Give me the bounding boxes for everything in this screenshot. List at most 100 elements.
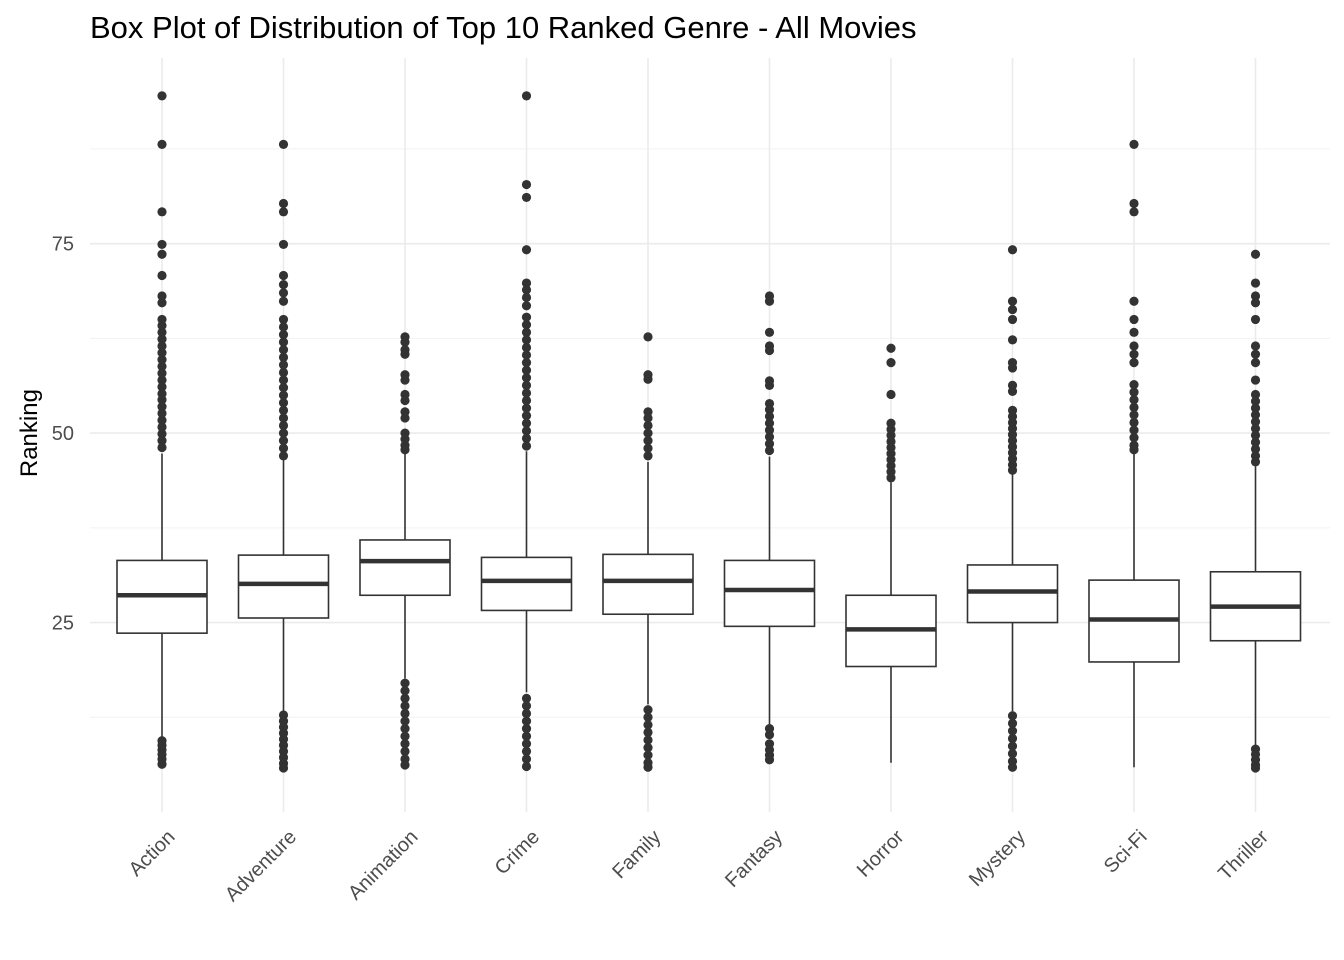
- outlier-point: [278, 337, 289, 347]
- outlier-point: [157, 375, 167, 385]
- box-iqr: [602, 553, 694, 616]
- outlier-point: [886, 343, 896, 353]
- outlier-point: [1007, 245, 1018, 255]
- outlier-point: [1007, 314, 1018, 325]
- outlier-point: [521, 285, 532, 295]
- x-tick-label: Thriller: [1214, 826, 1273, 885]
- outlier-point: [278, 239, 289, 250]
- box-animation: [359, 332, 451, 770]
- outlier-point: [643, 750, 653, 760]
- outlier-point: [278, 443, 289, 453]
- outlier-point: [764, 418, 775, 428]
- outlier-point: [886, 473, 896, 483]
- outlier-point: [157, 298, 167, 308]
- outlier-point: [1007, 386, 1018, 397]
- outlier-point: [521, 335, 532, 345]
- outlier-point: [1250, 278, 1261, 288]
- outlier-point: [643, 451, 653, 461]
- outlier-point: [764, 405, 775, 415]
- box-mystery: [966, 245, 1059, 772]
- outlier-point: [157, 270, 167, 281]
- y-tick-label: 50: [52, 423, 74, 445]
- outlier-point: [157, 401, 167, 412]
- outlier-point: [157, 442, 167, 453]
- x-axis-ticks: Action Adventure Animation Crime Family Fanta…: [125, 826, 1274, 906]
- outlier-point: [157, 361, 167, 372]
- x-tick-label: Animation: [344, 826, 422, 904]
- outlier-point: [1250, 396, 1261, 406]
- x-tick-label: Sci-Fi: [1100, 826, 1152, 878]
- outlier-point: [521, 350, 532, 360]
- outlier-point: [278, 345, 289, 355]
- outlier-point: [1129, 314, 1139, 325]
- outlier-point: [157, 415, 167, 425]
- outlier-point: [521, 358, 532, 368]
- outlier-point: [521, 441, 532, 451]
- outlier-point: [1250, 423, 1261, 434]
- outlier-point: [1007, 465, 1018, 475]
- outlier-point: [521, 192, 532, 203]
- outlier-point: [643, 428, 653, 438]
- outlier-point: [1250, 403, 1261, 413]
- outlier-point: [400, 678, 410, 688]
- outlier-point: [521, 418, 532, 428]
- outlier-point: [1007, 726, 1018, 736]
- outlier-point: [1250, 430, 1261, 440]
- outlier-point: [886, 358, 896, 368]
- outlier-point: [521, 292, 532, 303]
- outlier-point: [643, 436, 653, 446]
- outlier-point: [521, 724, 532, 734]
- box-fantasy: [723, 291, 816, 765]
- outlier-point: [400, 724, 410, 734]
- outlier-point: [400, 701, 410, 711]
- outlier-point: [764, 755, 775, 765]
- outlier-point: [643, 712, 653, 722]
- outlier-point: [521, 701, 532, 711]
- outlier-point: [521, 395, 532, 406]
- outlier-point: [157, 382, 167, 392]
- box-iqr: [966, 564, 1059, 624]
- outlier-point: [1250, 349, 1261, 359]
- outlier-point: [1250, 298, 1261, 308]
- outlier-point: [521, 731, 532, 741]
- outlier-point: [400, 337, 410, 347]
- outlier-point: [643, 727, 653, 738]
- outlier-point: [157, 327, 167, 337]
- outlier-point: [157, 139, 167, 149]
- outlier-point: [764, 445, 775, 456]
- outlier-point: [1250, 249, 1261, 259]
- outlier-point: [278, 207, 289, 217]
- outlier-point: [521, 179, 532, 190]
- outlier-point: [764, 296, 775, 306]
- outlier-point: [643, 720, 653, 730]
- outlier-point: [1129, 425, 1139, 435]
- outlier-point: [1007, 741, 1018, 751]
- outlier-point: [521, 693, 532, 703]
- outlier-point: [1250, 341, 1261, 351]
- gridlines: [90, 58, 1330, 812]
- outlier-point: [1129, 358, 1139, 368]
- outlier-point: [1129, 402, 1139, 412]
- outlier-point: [157, 368, 167, 378]
- outlier-point: [521, 746, 532, 756]
- outlier-point: [764, 345, 775, 356]
- outlier-point: [1250, 457, 1261, 467]
- outlier-point: [1129, 327, 1139, 337]
- outlier-point: [157, 429, 167, 439]
- outlier-point: [886, 389, 896, 400]
- outlier-point: [1250, 389, 1261, 400]
- outlier-point: [521, 320, 532, 330]
- outlier-point: [1250, 375, 1261, 385]
- outlier-point: [157, 341, 167, 351]
- outlier-point: [278, 198, 289, 209]
- outlier-point: [643, 420, 653, 431]
- outlier-point: [1250, 291, 1261, 301]
- outlier-point: [400, 395, 410, 406]
- outlier-point: [521, 312, 532, 322]
- outlier-point: [157, 395, 167, 405]
- outlier-point: [521, 301, 532, 311]
- outlier-point: [643, 705, 653, 715]
- chart-title: Box Plot of Distribution of Top 10 Ranke…: [90, 10, 917, 45]
- outlier-point: [1129, 380, 1139, 390]
- outlier-point: [1129, 341, 1139, 351]
